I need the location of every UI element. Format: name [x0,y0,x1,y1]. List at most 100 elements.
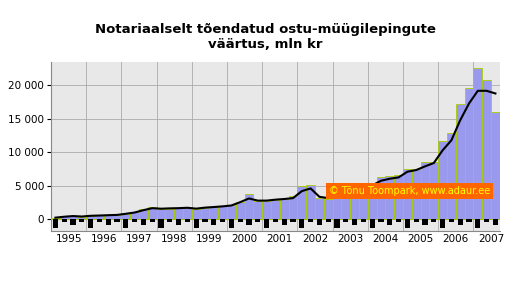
Bar [69,216,77,219]
Bar [218,206,227,219]
Bar [121,214,130,219]
Bar [149,219,155,222]
Bar [334,219,339,228]
Bar [104,215,112,219]
Bar [490,112,499,219]
Bar [288,196,297,219]
Bar [360,219,365,222]
Bar [174,208,183,219]
Bar [297,186,305,219]
Bar [315,198,323,219]
Bar [167,219,172,222]
Bar [165,208,174,219]
Bar [191,209,200,219]
Bar [114,219,120,222]
Bar [492,219,497,225]
Bar [369,219,374,228]
Bar [229,219,234,228]
Bar [183,208,191,219]
Bar [51,218,60,219]
Bar [323,199,332,219]
Bar [270,200,279,219]
Bar [140,219,146,225]
Bar [421,219,427,225]
Bar [367,186,376,219]
Bar [299,219,304,228]
Bar [254,219,260,222]
Bar [376,177,385,219]
Bar [420,162,429,219]
Bar [105,219,110,225]
Bar [130,212,139,219]
Bar [52,219,58,228]
Bar [343,219,348,222]
Bar [176,219,181,225]
Bar [88,219,93,228]
Bar [184,219,190,222]
Bar [448,219,453,222]
Bar [290,219,295,222]
Bar [305,185,315,219]
Bar [481,80,490,219]
Bar [97,219,102,222]
Bar [350,188,358,219]
Bar [202,219,207,222]
Bar [332,190,341,219]
Bar [123,219,128,228]
Bar [393,175,402,219]
Bar [77,217,86,219]
Bar [474,219,479,228]
Bar [325,219,330,222]
Bar [132,219,137,222]
Bar [193,219,199,228]
Bar [386,219,391,225]
Bar [211,219,216,225]
Bar [430,219,436,222]
Bar [341,184,350,219]
Bar [455,104,464,219]
Bar [253,201,262,219]
Bar [464,89,472,219]
Bar [385,176,393,219]
Bar [281,219,286,225]
Bar [148,208,156,219]
Bar [483,219,488,222]
Bar [411,169,420,219]
Bar [446,133,455,219]
Bar [112,215,121,219]
Bar [95,215,104,219]
Bar [86,216,95,219]
Bar [79,219,84,222]
Bar [413,219,418,222]
Bar [272,219,277,222]
Bar [262,201,270,219]
Bar [472,69,481,219]
Bar [60,216,69,219]
Bar [402,169,411,219]
Bar [235,202,244,219]
Bar [246,219,251,225]
Bar [437,141,446,219]
Bar [378,219,383,222]
Bar [200,208,209,219]
Bar [237,219,242,222]
Bar [429,162,437,219]
Bar [457,219,462,225]
Bar [465,219,471,222]
Bar [358,186,367,219]
Text: © Tõnu Toompark, www.adaur.ee: © Tõnu Toompark, www.adaur.ee [329,186,490,196]
Bar [307,219,313,222]
Bar [158,219,163,228]
Bar [244,194,253,219]
Bar [395,219,401,222]
Bar [404,219,409,228]
Bar [351,219,356,225]
Bar [139,209,148,219]
Bar [264,219,269,228]
Bar [70,219,75,225]
Bar [279,199,288,219]
Bar [156,209,165,219]
Text: Notariaalselt tõendatud ostu-müügilepingute
väärtus, mln kr: Notariaalselt tõendatud ostu-müügileping… [95,23,435,50]
Bar [209,207,218,219]
Bar [227,206,235,219]
